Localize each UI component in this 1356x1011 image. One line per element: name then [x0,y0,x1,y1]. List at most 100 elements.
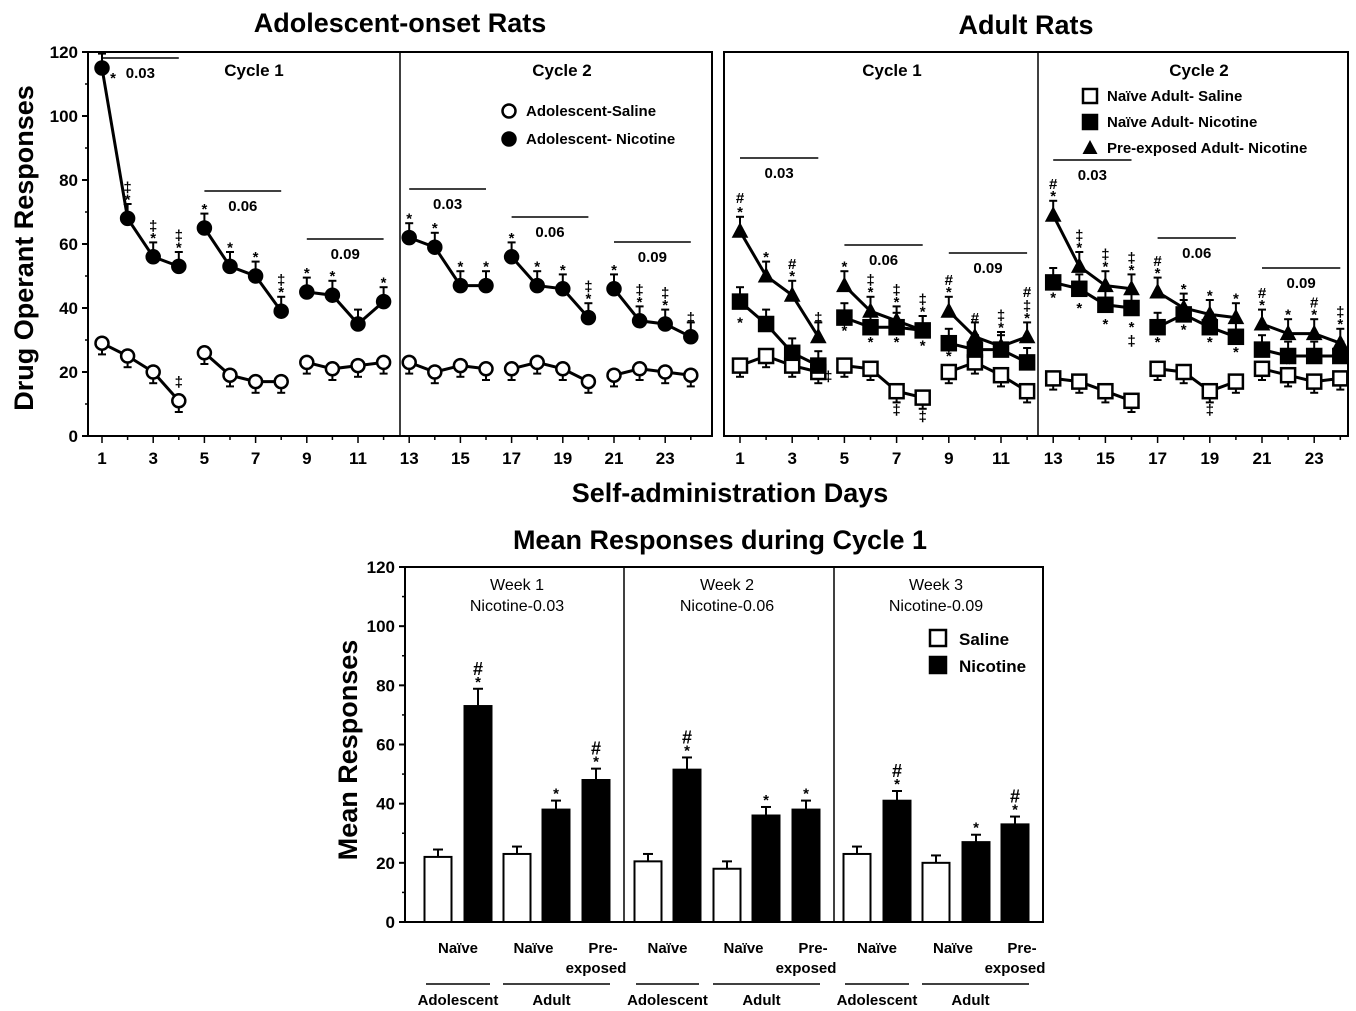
adolescent-series-0-point [427,364,443,380]
adult-significance-mark: * [1285,356,1291,373]
bar-nicotine-naive-adult [541,808,571,923]
adolescent-series-1-line [612,287,692,339]
adult-series-2-point [731,222,749,238]
adolescent-series-1-line [100,67,180,268]
adolescent-series-1-point [247,268,264,284]
adult-series-2-line [843,284,924,332]
adult-series-0-point [1279,366,1297,384]
adult-series-1-point [1123,299,1140,317]
adolescent-significance-mark: * [406,211,412,228]
bar-group-label-naive: Naïve [857,940,897,957]
adolescent-dose-label: 0.06 [228,198,257,215]
bar-group-label-adult: Adult [742,992,780,1009]
adolescent-series-0-point [145,364,161,380]
adolescent-dose-label: 0.09 [638,249,667,266]
adult-x-tick-label: 11 [992,449,1010,468]
adult-series-1-point [1279,347,1297,365]
adult-series-2-point [809,327,827,344]
adult-series-0-line [948,360,1028,393]
adult-significance-mark: ‡ [997,307,1005,324]
adult-series-2-point [1018,327,1036,344]
adult-legend-label: Naïve Adult- Nicotine [1107,114,1257,131]
adult-x-tick-label: 3 [787,449,796,468]
adult-chart-title: Adult Rats [959,10,1094,40]
adult-dose-label: 0.03 [1078,167,1107,184]
adolescent-series-0-point [171,393,187,409]
adolescent-series-1-point [119,210,136,227]
adolescent-series-1-point [222,258,238,275]
bar-y-tick-label: 100 [367,617,395,636]
adult-dose-label: 0.06 [869,252,898,269]
bar-week-dose: Nicotine-0.03 [470,598,564,615]
adolescent-significance-mark: ‡ [123,179,131,196]
adult-x-tick-label: 19 [1200,449,1219,468]
adult-series-0-point [1175,363,1192,381]
adolescent-x-tick-label: 17 [502,449,521,468]
adolescent-significance-mark: * [304,265,310,282]
adolescent-cycle-label: Cycle 2 [532,61,592,80]
adult-significance-mark: # [1310,295,1319,312]
adult-significance-mark: * [1129,319,1135,336]
adult-significance-mark: # [1153,253,1162,270]
adult-significance-mark: * [1050,188,1056,205]
adolescent-x-tick-label: 5 [200,449,209,468]
adult-significance-mark: # [788,256,797,273]
adult-series-0-point [862,360,879,378]
adolescent-significance-mark: ‡ [175,227,183,244]
adolescent-legend-marker [501,131,517,147]
adult-series-1-line [1261,348,1341,358]
adolescent-series-1-point [503,249,520,265]
adult-significance-mark: * [841,323,847,340]
adult-x-tick-label: 15 [1096,449,1115,468]
adolescent-y-tick-label: 80 [59,171,78,190]
adult-significance-mark: ‡ [1101,247,1109,264]
adolescent-y-tick-label: 0 [69,427,78,446]
adult-series-0-point [940,363,958,381]
adolescent-x-tick-label: 1 [97,449,106,468]
bar-nicotine-adolescent [463,705,493,924]
adolescent-series-1-point [299,284,315,300]
adolescent-series-1-line [203,227,283,313]
adult-significance-mark: * [841,259,847,276]
adult-cycle-label: Cycle 1 [862,61,922,80]
adult-significance-mark: * [737,204,743,221]
adult-significance-mark: * [1207,287,1213,304]
bar-y-axis-label: Mean Responses [333,640,363,861]
adolescent-legend-label: Adolescent- Nicotine [526,131,675,148]
adult-significance-mark: * [868,334,874,351]
adult-significance-mark: * [1233,344,1239,361]
adult-significance-mark: * [1285,307,1291,324]
adult-dose-label: 0.06 [1182,245,1211,262]
adult-series-1-point [862,318,879,336]
bar-y-tick-label: 60 [376,736,395,755]
adolescent-significance-mark: * [278,284,284,301]
adult-series-0-point [1227,373,1245,390]
adult-series-2-point [1175,298,1193,315]
adult-series-0-point [1253,360,1271,378]
bar-group-label-preexposed: exposed [776,960,837,977]
bar-significance-star: * [553,786,559,803]
adolescent-series-0-point [683,367,699,383]
adolescent-dose-label: 0.03 [126,65,155,82]
adolescent-significance-mark: * [560,262,566,279]
bar-saline-adolescent [842,852,872,923]
bar-legend-marker-saline [928,628,948,648]
adult-cycle-label: Cycle 2 [1169,61,1229,80]
adolescent-series-1-point [375,293,392,310]
adult-legend-marker [1081,113,1099,131]
adult-significance-mark: * [1076,239,1082,256]
adult-series-1-point [1044,274,1062,291]
adult-series-2-point [1097,276,1114,293]
adult-series-0-point [1201,382,1219,400]
adolescent-y-tick-label: 100 [50,107,78,126]
adolescent-significance-mark: * [534,259,540,276]
bar-week-label: Week 1 [490,577,544,594]
bar-group-label-adolescent: Adolescent [418,992,499,1009]
adult-significance-mark: ‡ [1206,402,1214,419]
adolescent-series-0-point [350,357,366,374]
bar-saline-adult [921,861,951,923]
bar-significance-star: * [1012,802,1018,819]
adolescent-series-0-line [613,367,691,377]
adolescent-series-1-line [510,255,590,319]
